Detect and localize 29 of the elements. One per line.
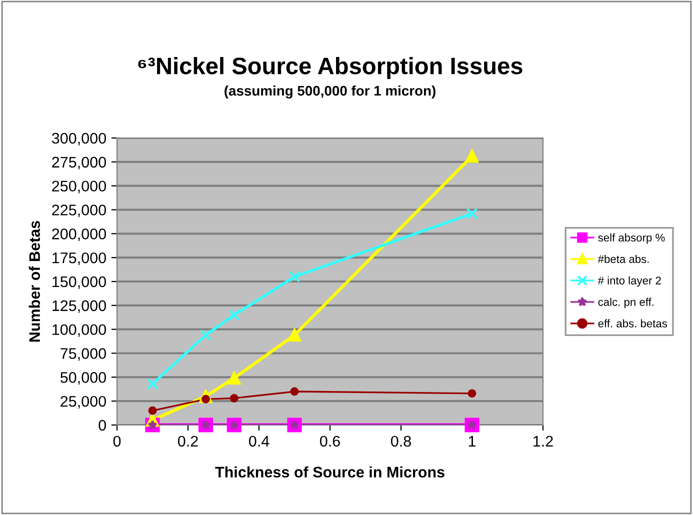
y-tick-label: 300,000 bbox=[52, 132, 106, 146]
x-tick-label: 0.2 bbox=[178, 436, 198, 447]
x-tick-label: 0.8 bbox=[390, 436, 411, 447]
y-tick-label: 125,000 bbox=[52, 300, 106, 313]
y-tick-label: 175,000 bbox=[52, 252, 106, 266]
legend-label: #beta abs. bbox=[598, 254, 649, 264]
y-tick-label: 275,000 bbox=[52, 156, 106, 170]
y-tick-label: 225,000 bbox=[52, 204, 106, 218]
x-axis-title: Thickness of Source in Microns bbox=[215, 466, 444, 478]
x-tick-label: 1.2 bbox=[534, 436, 553, 446]
chart-subtitle: (assuming 500,000 for 1 micron) bbox=[224, 85, 436, 99]
x-tick-label: 0 bbox=[113, 436, 121, 447]
y-tick-label: 0 bbox=[98, 420, 106, 431]
x-tick-label: 1 bbox=[468, 436, 476, 446]
y-tick-label: 25,000 bbox=[60, 396, 106, 409]
y-tick-label: 150,000 bbox=[52, 276, 106, 289]
legend-label: eff. abs. betas bbox=[598, 319, 668, 328]
legend-label: # into layer 2 bbox=[598, 276, 661, 287]
chart-title: ⁶³Nickel Source Absorption Issues bbox=[138, 56, 522, 80]
y-tick-label: 200,000 bbox=[52, 228, 106, 242]
y-tick-label: 75,000 bbox=[60, 348, 106, 361]
y-tick-label: 250,000 bbox=[52, 180, 106, 194]
legend-label: calc. pn eff. bbox=[598, 298, 654, 308]
legend-label: self absorp % bbox=[598, 233, 665, 244]
y-tick-label: 50,000 bbox=[60, 372, 106, 385]
y-tick-label: 100,000 bbox=[52, 324, 106, 337]
y-axis-title: Number of Betas bbox=[28, 221, 40, 342]
x-tick-label: 0.6 bbox=[320, 436, 340, 447]
x-tick-label: 0.4 bbox=[248, 436, 270, 447]
